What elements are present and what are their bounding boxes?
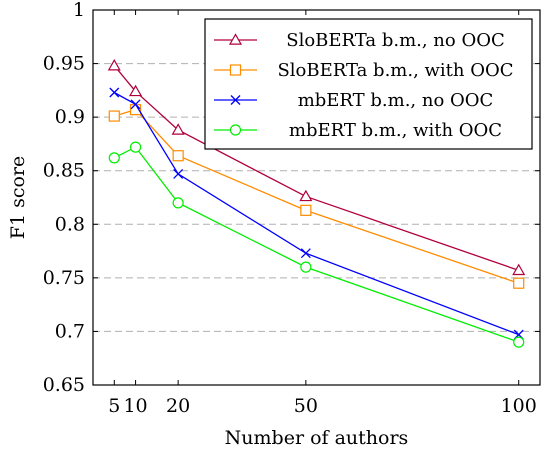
data-point	[171, 123, 185, 135]
y-tick-label: 1	[73, 0, 85, 21]
series-1	[107, 59, 526, 276]
data-point	[513, 336, 525, 348]
plot-frame	[92, 9, 541, 386]
y-tick-label: 0.9	[55, 106, 85, 128]
y-tick-label: 0.65	[43, 374, 85, 396]
y-tick-label: 0.75	[43, 267, 85, 289]
marker-stroke	[173, 168, 184, 179]
series-4	[108, 141, 525, 348]
y-tick-label: 0.95	[43, 53, 85, 75]
data-point	[107, 59, 121, 71]
data-point	[300, 204, 312, 216]
x-tick-label: 5	[108, 395, 120, 417]
marker-stroke	[300, 248, 311, 259]
legend-label: SloBERTa b.m., with OOC	[277, 60, 513, 81]
data-point	[108, 110, 120, 122]
y-tick-label: 0.7	[55, 320, 85, 342]
series-2	[108, 104, 525, 289]
legend-item: mbERT b.m., no OOC	[214, 90, 493, 111]
legend-label: SloBERTa b.m., no OOC	[286, 30, 505, 51]
series-3	[109, 87, 524, 340]
x-tick-label: 10	[123, 395, 147, 417]
marker-stroke	[230, 95, 241, 105]
y-tick-label: 0.85	[43, 160, 85, 182]
legend-marker	[229, 64, 242, 76]
x-tick-label: 20	[166, 395, 190, 417]
data-point	[172, 197, 184, 209]
legend: SloBERTa b.m., no OOC SloBERTa b.m., with…	[204, 18, 533, 150]
data-point	[512, 263, 526, 276]
marker-stroke	[130, 99, 141, 110]
data-point	[300, 261, 312, 273]
data-point	[172, 150, 184, 162]
data-point	[173, 168, 184, 179]
data-point	[129, 84, 143, 97]
legend-label: mbERT b.m., no OOC	[298, 90, 494, 111]
legend-box	[204, 18, 533, 150]
marker-stroke	[109, 87, 120, 98]
data-point	[109, 87, 120, 98]
legend-marker	[230, 95, 241, 105]
x-axis-label: Number of authors	[225, 427, 409, 449]
legend-item: SloBERTa b.m., no OOC	[214, 30, 505, 51]
data-point	[513, 277, 525, 289]
legend-item: mbERT b.m., with OOC	[214, 120, 502, 141]
legend-marker	[229, 124, 242, 136]
series-layer	[107, 59, 526, 348]
y-axis-label: F1 score	[7, 156, 29, 239]
data-point	[108, 152, 120, 164]
x-tick-label: 100	[501, 395, 537, 417]
x-tick-label: 50	[294, 395, 318, 417]
legend-item: SloBERTa b.m., with OOC	[214, 60, 514, 81]
y-tick-label: 0.8	[55, 213, 85, 235]
data-point	[300, 248, 311, 259]
data-point	[129, 141, 142, 153]
data-point	[299, 189, 313, 202]
legend-label: mbERT b.m., with OOC	[289, 120, 502, 141]
legend-marker	[228, 33, 243, 45]
data-point	[130, 99, 141, 110]
ticks: 0.65 0.7 0.75 0.8 0.85 0.9 0.95 1 5 10 20 50 100	[43, 0, 540, 417]
